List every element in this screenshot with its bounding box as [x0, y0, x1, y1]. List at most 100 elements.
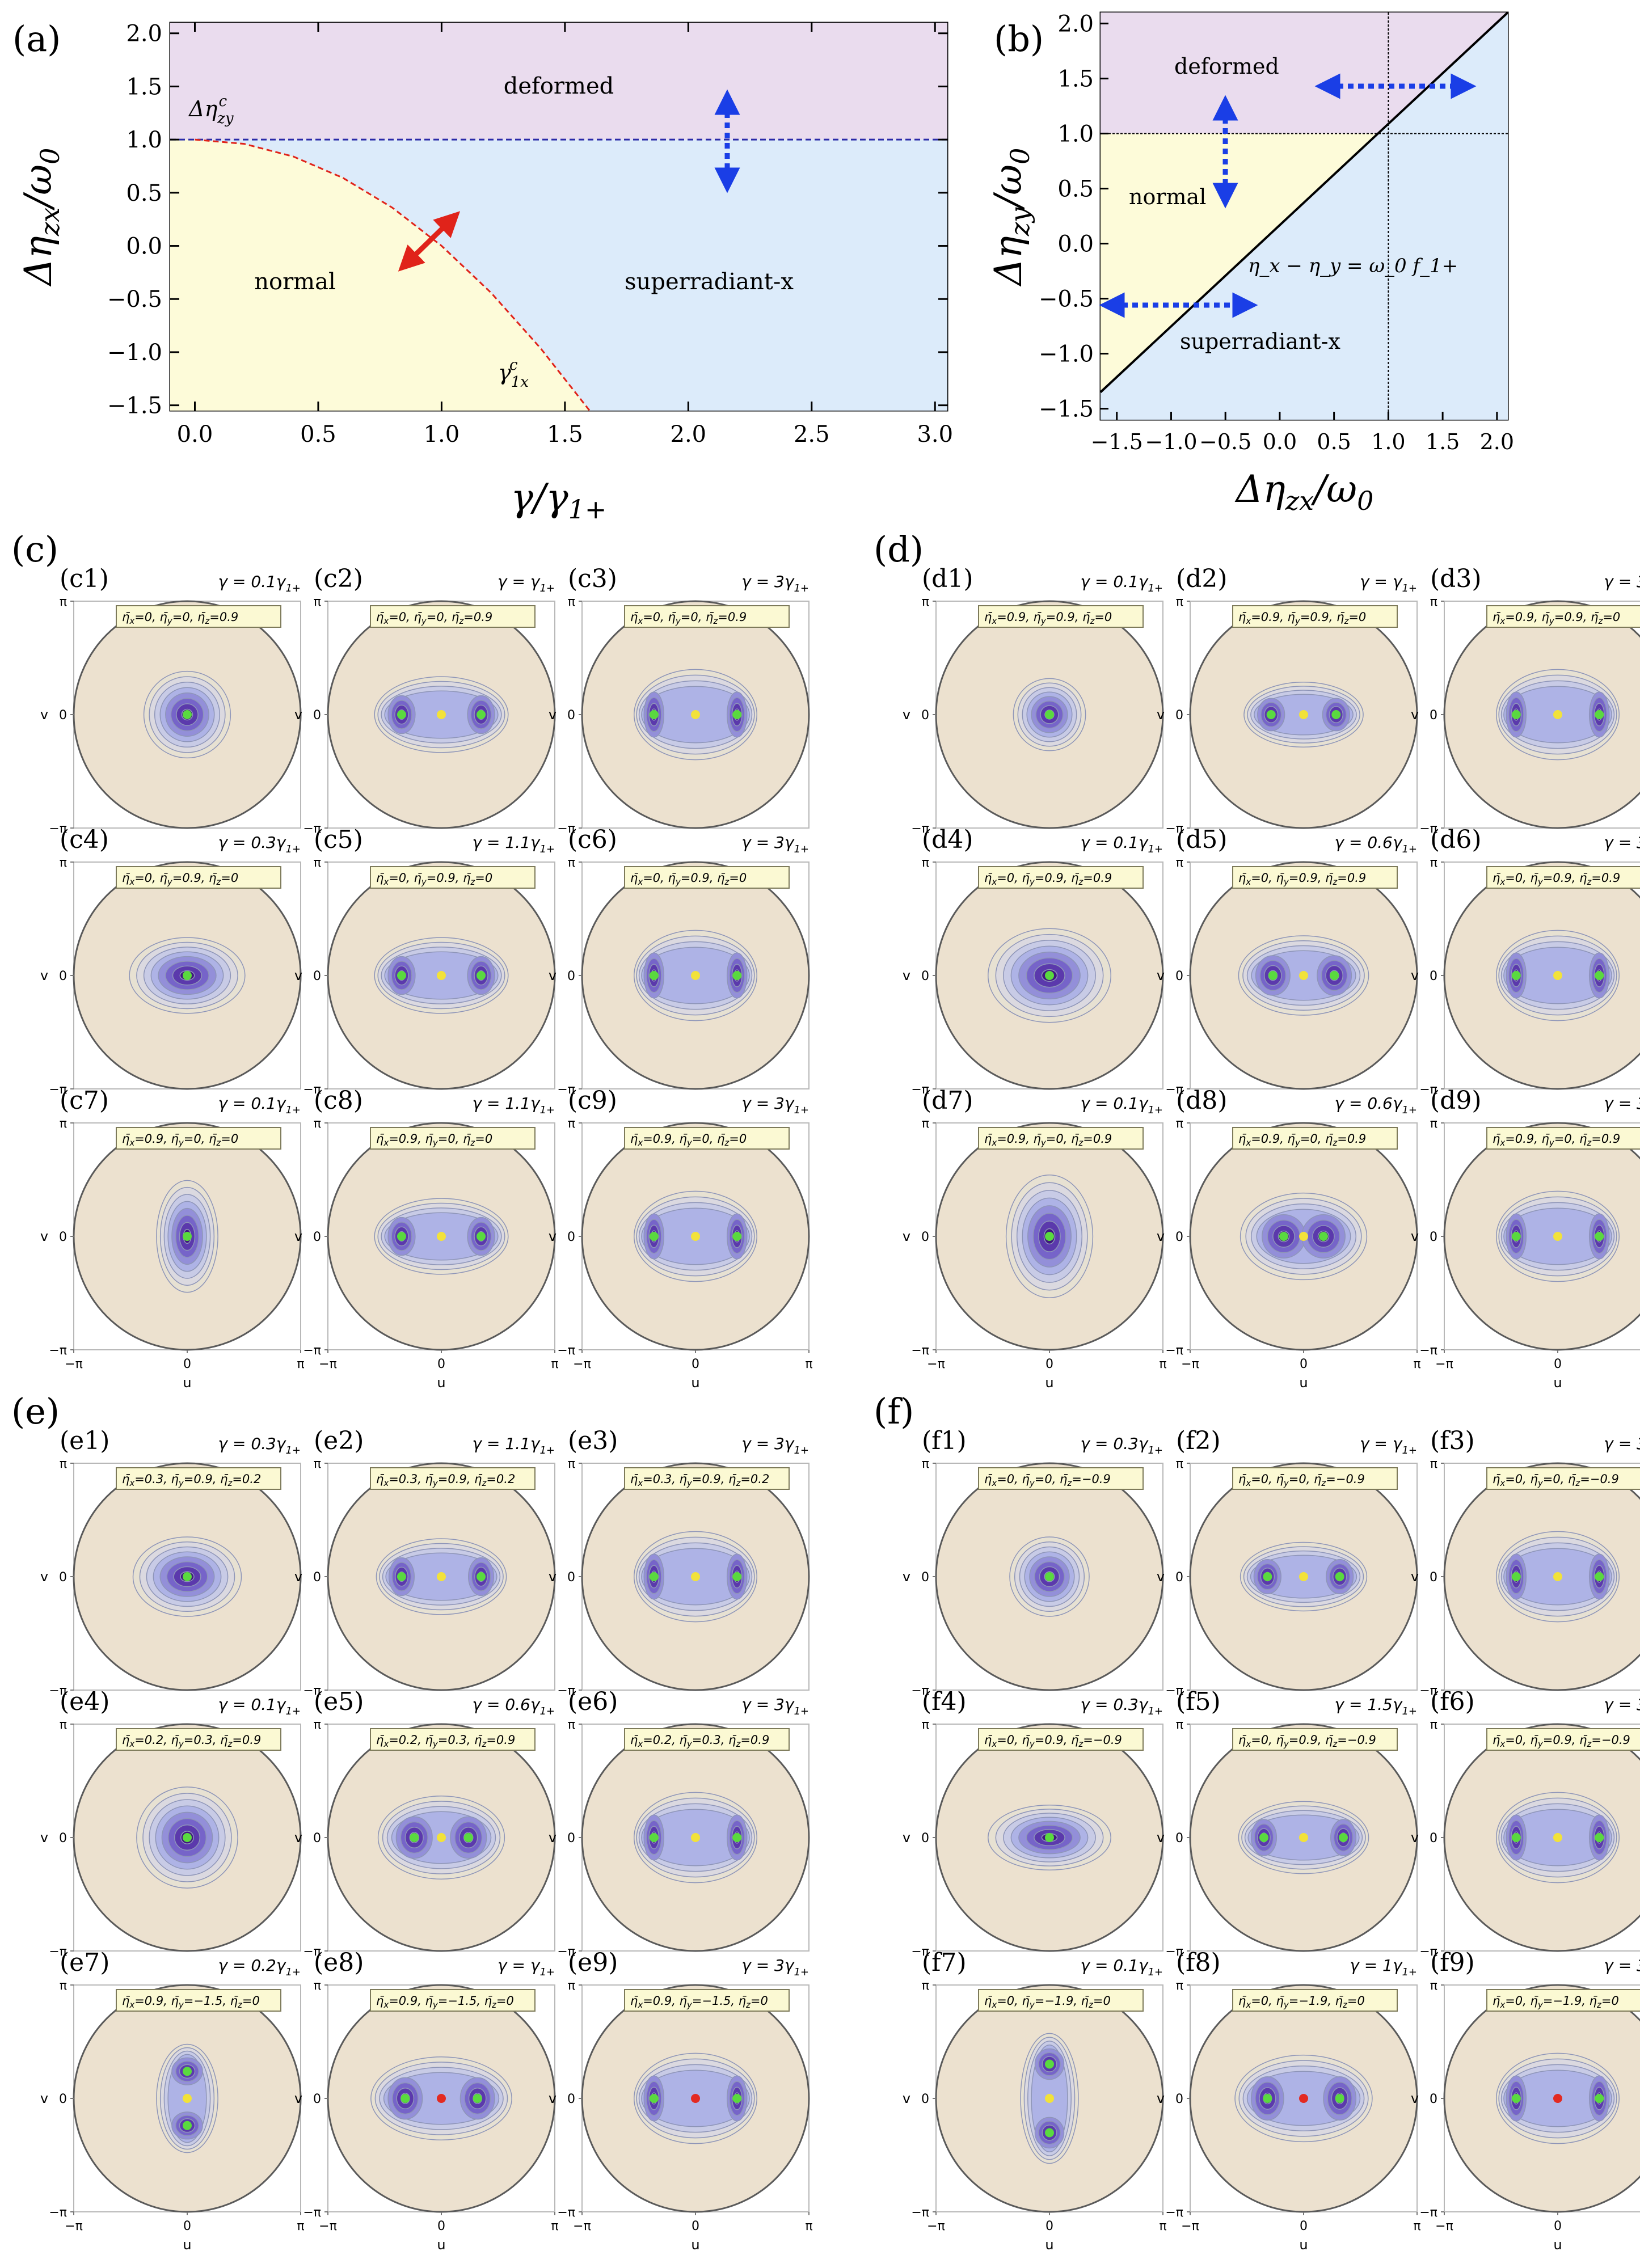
v-axis-label: v	[1157, 1830, 1165, 1845]
v-axis-label: v	[549, 968, 556, 983]
param-name: η̄	[1238, 1733, 1246, 1747]
param-name: , η̄	[1582, 1994, 1597, 2008]
param-sub: y	[1537, 1478, 1544, 1488]
gamma-label: γ = 0.6γ1+	[1335, 1094, 1418, 1116]
param-value: =0	[1289, 1472, 1306, 1486]
gamma-unit-sub: 1+	[1148, 1104, 1163, 1116]
param-value: =0.9	[389, 1994, 418, 2008]
contour-panel: (e3) γ = 3γ1+η̄x=0.3, η̄y=0.9, η̄z=0.2π0−…	[549, 1426, 810, 1698]
y-tick-label: 0	[567, 969, 575, 983]
minimum-point	[1595, 710, 1604, 719]
gamma-eq: γ = 3	[741, 1434, 785, 1453]
param-name: , η̄	[672, 1733, 688, 1747]
param-sub: x	[383, 616, 389, 626]
contour-panel: (f4) γ = 0.3γ1+η̄x=0, η̄y=0.9, η̄z=−0.9π0…	[903, 1687, 1164, 1959]
x-tick-label: −π	[1181, 2219, 1199, 2233]
param-name: η̄	[984, 1733, 992, 1747]
x-tick-label: 0	[437, 2219, 445, 2233]
param-sub: y	[1029, 877, 1035, 887]
y-tick-label: 0	[921, 1831, 929, 1845]
gamma-label: γ = γ1+	[498, 1956, 555, 1978]
y-tick-label: −π	[911, 2206, 929, 2220]
param-value: =0.2	[134, 1733, 163, 1747]
param-name: η̄	[1493, 1132, 1500, 1146]
minimum-point	[477, 710, 486, 719]
param-value: =0.9	[1505, 1132, 1534, 1146]
param-value: =0.2	[643, 1733, 672, 1747]
params-box	[624, 866, 790, 889]
param-name: , η̄	[1268, 871, 1284, 885]
gamma-unit: γ	[1139, 1695, 1149, 1714]
param-sub: x	[637, 877, 643, 887]
contour-panel: (c2) γ = γ1+η̄x=0, η̄y=0, η̄z=0.9π0−πv	[294, 564, 556, 836]
minimum-point	[397, 1232, 406, 1241]
minimum-point	[649, 2094, 659, 2103]
param-value: =0.9	[1554, 610, 1583, 624]
gamma-label: γ = 0.1γ1+	[218, 572, 301, 594]
contour-panel: (f3)γ = 3γ1+η̄x=0, η̄y=0, η̄z=−0.9π0−πv	[1411, 1426, 1640, 1698]
param-sub: y	[432, 1739, 439, 1749]
x-tick-label: 0	[1300, 2219, 1308, 2233]
param-sub: z	[216, 877, 221, 887]
params-text: η̄x=0.9, η̄y=0.9, η̄z=0	[984, 610, 1112, 626]
param-name: , η̄	[672, 1994, 688, 2008]
gamma-label: γ = 3γ1+	[741, 572, 809, 594]
param-value: =0.9	[1046, 610, 1075, 624]
gamma-label: γ = 0.2γ1+	[218, 1956, 301, 1978]
params-box	[978, 866, 1144, 889]
minimum-point	[1330, 971, 1339, 980]
u-axis-label: u	[183, 1375, 191, 1391]
y-tick-label: −π	[49, 1945, 67, 1959]
y-tick-label: π	[1176, 1117, 1183, 1131]
region-deformed-fill	[170, 23, 947, 140]
param-sub: x	[129, 1478, 134, 1488]
param-sub: x	[383, 1478, 389, 1488]
y-tick-label: −1.5	[1039, 396, 1094, 423]
param-sub: z	[227, 1478, 233, 1488]
param-sub: x	[1245, 616, 1251, 626]
param-name: , η̄	[1064, 871, 1080, 885]
gamma-eq: γ = 3	[741, 1956, 785, 1975]
contour-panel: (d8) γ = 0.6γ1+η̄x=0.9, η̄y=0, η̄z=0.9π0−…	[1157, 1086, 1421, 1391]
param-name: , η̄	[213, 1733, 229, 1747]
y-tick-label: 0	[59, 1831, 67, 1845]
param-value: =0.9	[1035, 871, 1064, 885]
param-sub: z	[1596, 2000, 1602, 2010]
param-value: =0.9	[1300, 610, 1329, 624]
y-tick-label: 0	[1430, 708, 1437, 723]
param-name: η̄	[630, 871, 638, 885]
panel-id-label: (c5)	[314, 825, 363, 854]
param-name: η̄	[376, 1994, 384, 2008]
x-tick-label: 2.0	[671, 421, 707, 447]
gamma-label: γ = 0.6γ1+	[473, 1695, 555, 1717]
gamma-eq: γ = 0.1	[218, 1094, 276, 1113]
ylabel-main: Δη	[986, 236, 1030, 287]
v-axis-label: v	[40, 1228, 48, 1244]
param-value: =0.9	[1591, 871, 1620, 885]
gamma-unit: γ	[1139, 1094, 1149, 1113]
param-sub: x	[1499, 2000, 1505, 2010]
param-value: =0	[1251, 1472, 1268, 1486]
y-tick-label: 0	[1430, 1230, 1437, 1244]
v-axis-label: v	[1411, 1228, 1419, 1244]
saddle-point	[437, 971, 446, 980]
x-tick-label: −π	[65, 1357, 83, 1371]
gamma-label: γ = 1γ1+	[1350, 1956, 1417, 1978]
param-name: η̄	[376, 1472, 384, 1486]
param-value: =−0.9	[1337, 1733, 1376, 1747]
param-sub: y	[686, 2000, 693, 2010]
gamma-eq: γ = 3	[741, 1695, 785, 1714]
param-sub: z	[1332, 1739, 1338, 1749]
gamma-eq: γ =	[498, 572, 530, 591]
param-sub: y	[1549, 616, 1555, 626]
params-text: η̄x=0, η̄y=0, η̄z=−0.9	[1493, 1472, 1619, 1488]
param-value: =0.3	[643, 1472, 672, 1486]
minimum-point	[649, 710, 659, 719]
x-tick-label: −π	[927, 1357, 945, 1371]
param-sub: z	[1575, 1478, 1580, 1488]
param-name: , η̄	[1026, 1132, 1042, 1146]
contour-panel: (c1) γ = 0.1γ1+η̄x=0, η̄y=0, η̄z=0.9π0−πv	[40, 564, 302, 836]
panel-b: (b) −1.5 −1.0 −0.5 0.0 0.5 1.0 1.5 2.02.01.51.0…	[986, 11, 1514, 516]
gamma-unit-sub: 1+	[1402, 1705, 1417, 1717]
minimum-point	[1331, 710, 1341, 719]
